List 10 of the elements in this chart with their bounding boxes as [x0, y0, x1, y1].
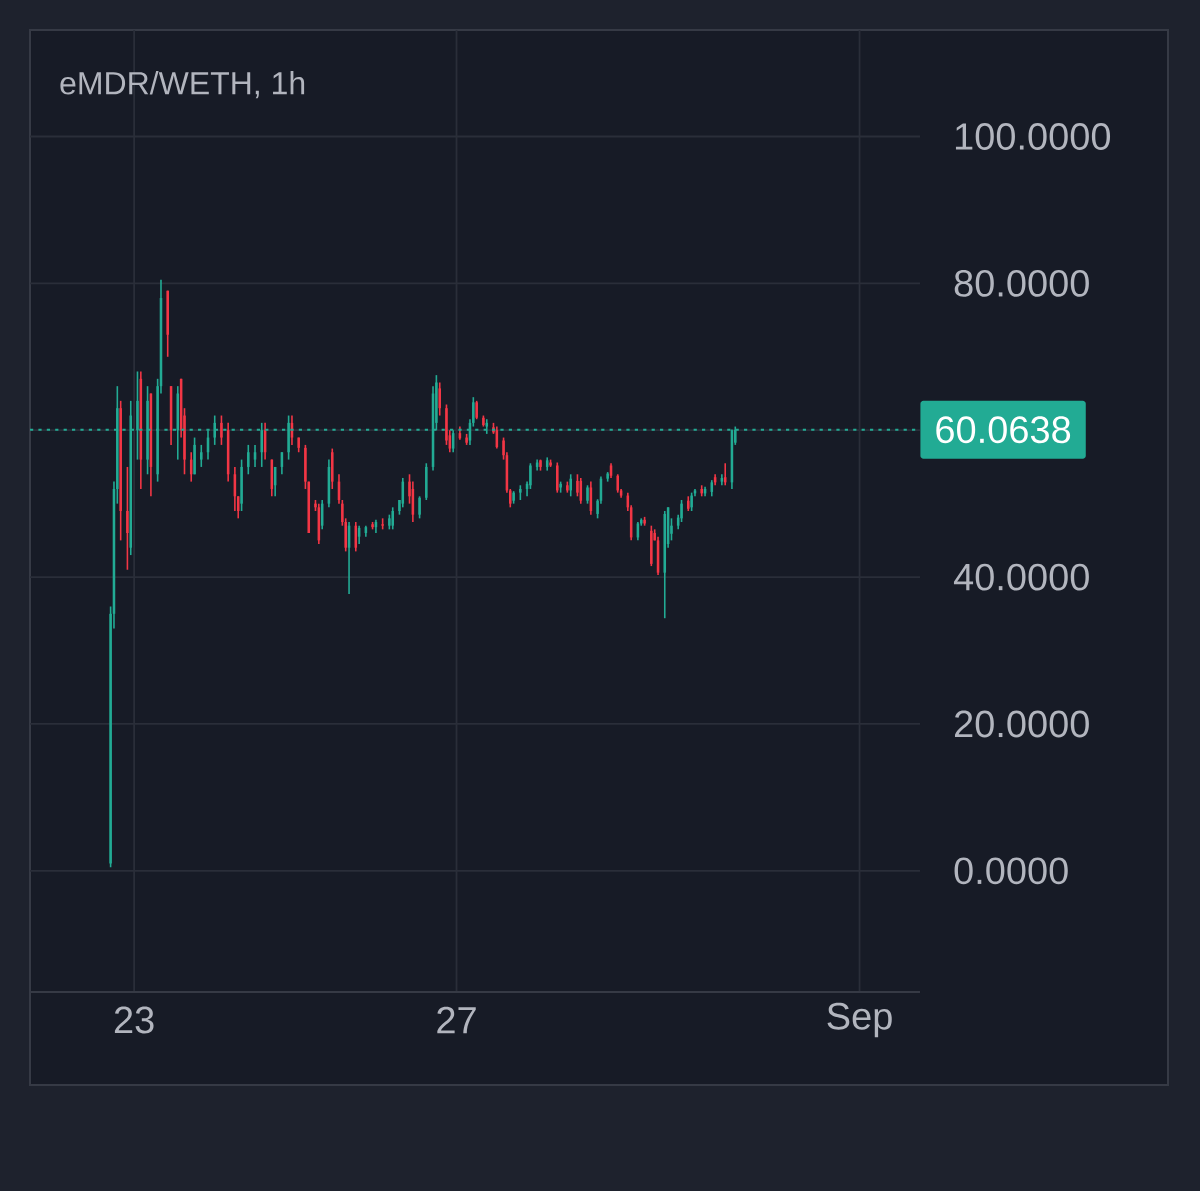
y-tick-label: 80.0000	[954, 269, 1089, 297]
y-tick-label: 100.0000	[955, 123, 1111, 150]
text: eMDR/WETH, 1h	[60, 71, 305, 99]
y-tick-label: 40.0000	[953, 563, 1089, 591]
x-tick-label: Sep	[827, 1002, 892, 1038]
x-tick-label: 27	[437, 1006, 476, 1034]
ref-line-label: 60.0638	[936, 416, 1071, 444]
y-tick-label: 20.0000	[954, 710, 1089, 738]
y-tick-label: 0.0000	[954, 857, 1068, 885]
x-tick-label: 23	[114, 1006, 154, 1034]
